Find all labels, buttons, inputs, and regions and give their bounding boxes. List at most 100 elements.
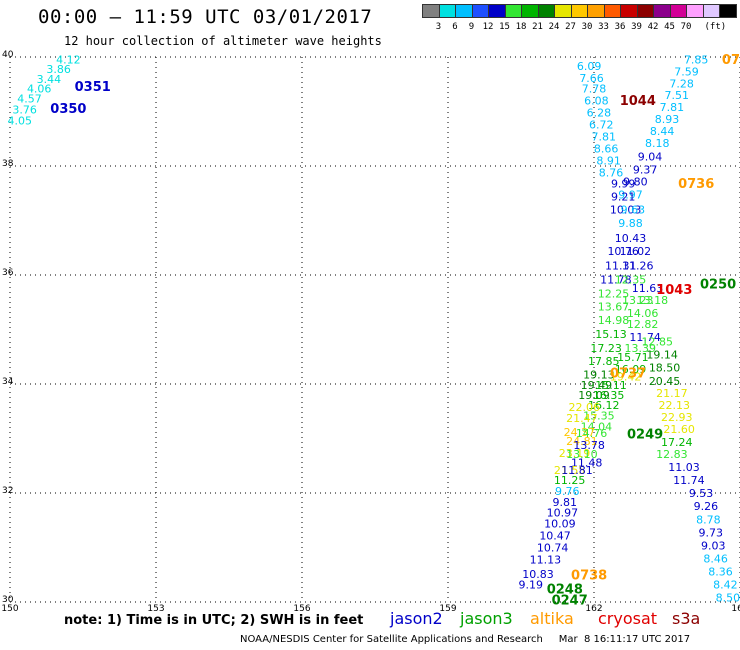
- wave-height-label: 14.06: [627, 307, 659, 320]
- wave-height-label: 13.67: [598, 301, 630, 314]
- legend-tick-label: 27: [565, 22, 576, 32]
- wave-height-label: 12.25: [598, 288, 630, 301]
- track-time-label: 0247: [552, 593, 588, 608]
- wave-height-label: 3.76: [12, 103, 37, 116]
- wave-height-label: 17.24: [661, 436, 693, 449]
- wave-height-label: 9.76: [555, 485, 580, 498]
- legend-tick-label: 70: [680, 22, 692, 32]
- wave-height-label: 13.18: [637, 294, 669, 307]
- satellite-legend-jason3: jason3: [460, 609, 513, 628]
- track-time-label: 1044: [620, 94, 656, 109]
- legend-tick-label: 12: [482, 22, 494, 32]
- wave-height-label: 8.42: [713, 579, 738, 592]
- wave-height-label: 7.66: [579, 72, 604, 85]
- y-tick-label: 36: [2, 268, 14, 278]
- wave-height-label: 21.47: [566, 412, 598, 425]
- wave-height-label: 13.23: [622, 294, 654, 307]
- wave-height-label: 7.59: [674, 65, 699, 78]
- footer-note: note: 1) Time is in UTC; 2) SWH is in fe…: [64, 613, 364, 628]
- track-time-label: 0250: [700, 277, 736, 292]
- wave-height-label: 16.35: [593, 389, 625, 402]
- wave-height-label: 22.93: [661, 411, 693, 424]
- wave-height-label: 10.74: [537, 542, 569, 555]
- wave-height-label: 21.55: [554, 464, 586, 477]
- legend-tick-label: 3: [435, 22, 442, 32]
- wave-height-label: 10.97: [547, 507, 579, 520]
- track-time-label: 1043: [656, 283, 692, 298]
- track-time-label: 0248: [547, 583, 583, 598]
- legend-tick-label: 36: [614, 22, 626, 32]
- wave-height-label: 23.19: [559, 447, 591, 460]
- satellite-legend-s3a: s3a: [672, 609, 701, 628]
- legend-tick-label: 33: [598, 22, 609, 32]
- wave-height-label: 11.74: [673, 474, 705, 487]
- wave-height-label: 11.63: [632, 282, 664, 295]
- wave-height-label: 7.51: [664, 89, 689, 102]
- wave-height-label: 7.81: [660, 101, 685, 114]
- x-tick-label: 156: [293, 604, 310, 614]
- wave-height-label: 9.37: [633, 163, 658, 176]
- y-tick-label: 30: [2, 595, 14, 605]
- x-tick-label: 162: [585, 604, 602, 614]
- y-tick-label: 38: [2, 159, 14, 169]
- x-tick-label: 165: [731, 604, 740, 614]
- legend-tick-label: 30: [581, 22, 593, 32]
- chart-subtitle: 12 hour collection of altimeter wave hei…: [64, 34, 382, 48]
- wave-height-label: 19.49: [581, 379, 613, 392]
- wave-height-label: 18.50: [649, 362, 681, 375]
- wave-height-label: 19.42: [610, 370, 642, 383]
- y-tick-label: 32: [2, 486, 13, 496]
- wave-height-label: 10.09: [544, 518, 576, 531]
- wave-height-label: 9.19: [518, 579, 543, 592]
- wave-height-label: 15.71: [617, 351, 649, 364]
- legend-tick-label: 39: [631, 22, 642, 32]
- wave-height-label: 13.78: [573, 439, 605, 452]
- wave-height-label: 9.53: [689, 487, 714, 500]
- legend-tick-label: 15: [499, 22, 510, 32]
- legend-tick-label: 42: [647, 22, 659, 32]
- wave-height-label: 16.09: [615, 363, 647, 376]
- wave-height-label: 16.12: [588, 399, 620, 412]
- wave-height-label: 10.83: [522, 568, 554, 581]
- wave-height-label: 4.12: [56, 53, 81, 66]
- wave-height-label: 19.09: [578, 389, 610, 402]
- wave-height-label: 19.14: [646, 349, 678, 362]
- wave-height-label: 12.35: [615, 273, 647, 286]
- wave-height-label: 8.66: [594, 143, 619, 156]
- wave-height-label: 9.26: [694, 500, 719, 513]
- wave-height-label: 10.43: [615, 232, 647, 245]
- wave-height-label: 15.11: [595, 379, 627, 392]
- wave-height-label: 13.10: [566, 448, 598, 461]
- wave-height-label: 9.63: [621, 204, 646, 217]
- wave-height-label: 8.78: [696, 513, 721, 526]
- wave-height-label: 6.09: [577, 60, 602, 73]
- wave-height-label: 6.28: [587, 107, 612, 120]
- wave-height-label: 21.17: [656, 387, 688, 400]
- wave-height-label: 11.03: [668, 461, 700, 474]
- legend-tick-label: 21: [532, 22, 543, 32]
- wave-height-label: 9.73: [699, 526, 724, 539]
- track-time-label: 0738: [571, 568, 607, 583]
- track-time-label: 0350: [50, 102, 86, 117]
- wave-height-label: 22.13: [659, 399, 691, 412]
- wave-height-label: 14.76: [576, 427, 608, 440]
- wave-height-label: 13.39: [624, 342, 656, 355]
- legend-tick-label: 6: [452, 22, 458, 32]
- wave-height-label: 4.05: [7, 114, 32, 127]
- wave-height-label: 24.37: [564, 426, 596, 439]
- track-time-label: 0351: [75, 80, 111, 95]
- wave-height-label: 10.03: [610, 204, 642, 217]
- satellite-legend-cryosat: cryosat: [598, 609, 658, 628]
- wave-height-label: 8.93: [655, 113, 680, 126]
- legend-tick-label: 24: [548, 22, 560, 32]
- wave-height-label: 8.36: [708, 566, 733, 579]
- wave-height-label: 8.44: [650, 125, 675, 138]
- legend-tick-label: 18: [515, 22, 527, 32]
- wave-height-label: 9.97: [618, 188, 643, 201]
- wave-height-label: 20.45: [649, 375, 681, 388]
- wave-height-label: 8.46: [703, 552, 728, 565]
- wave-height-label: 7.85: [684, 53, 709, 66]
- x-tick-label: 150: [1, 604, 18, 614]
- wave-height-label: 15.13: [595, 328, 627, 341]
- wave-height-label: 7.28: [669, 77, 694, 90]
